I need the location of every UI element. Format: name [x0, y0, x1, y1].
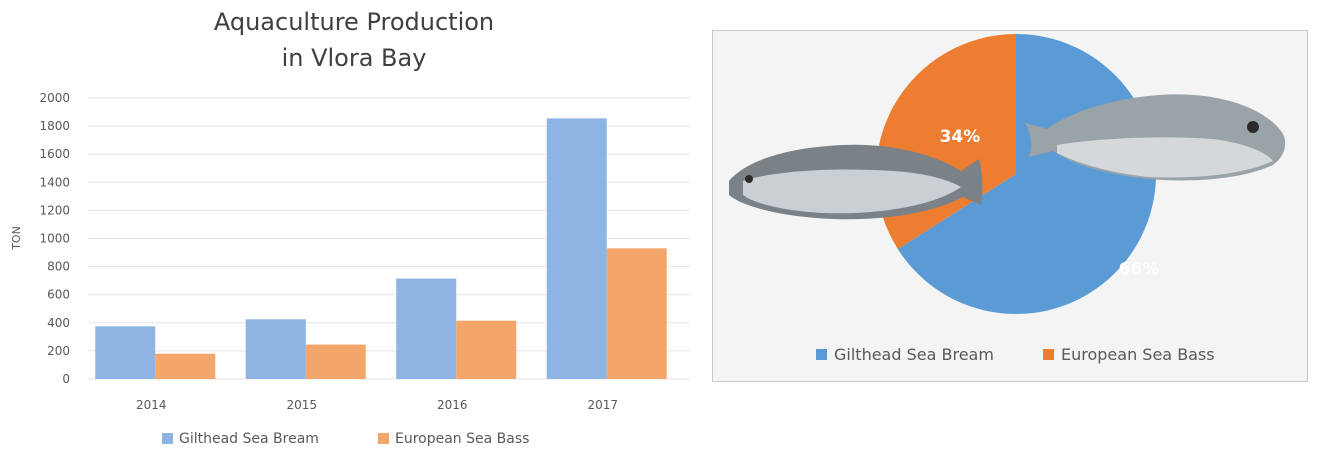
chart-title-line-2: in Vlora Bay — [282, 44, 427, 72]
legend-swatch — [816, 349, 827, 360]
bar-gilthead-sea-bream-2016 — [396, 278, 457, 379]
bar-chart: Aquaculture Production in Vlora Bay TON … — [10, 8, 690, 447]
legend-swatch — [378, 433, 389, 444]
legend-swatch — [1043, 349, 1054, 360]
y-tick-label: 1200 — [39, 203, 70, 217]
y-tick-label: 1400 — [39, 175, 70, 189]
x-tick-label: 2015 — [286, 398, 317, 412]
y-tick-label: 800 — [47, 260, 70, 274]
sea-bream-image — [1025, 94, 1286, 181]
y-tick-label: 200 — [47, 344, 70, 358]
bar-european-sea-bass-2016 — [456, 320, 517, 379]
legend-label: Gilthead Sea Bream — [834, 345, 994, 364]
x-tick-label: 2016 — [437, 398, 468, 412]
y-tick-label: 0 — [62, 372, 70, 386]
pie-legend: Gilthead Sea Bream European Sea Bass — [816, 345, 1215, 364]
bars — [95, 118, 667, 379]
legend-label: European Sea Bass — [1061, 345, 1215, 364]
pie-slice-gilthead-sea-bream — [897, 34, 1156, 314]
bar-gilthead-sea-bream-2014 — [95, 326, 156, 379]
legend-swatch — [162, 433, 173, 444]
bar-gilthead-sea-bream-2015 — [245, 319, 306, 379]
bar-european-sea-bass-2014 — [155, 353, 216, 379]
bar-european-sea-bass-2017 — [606, 248, 667, 379]
pie-chart-panel: 66% 34% Gilthead Sea Bream European Sea Ba… — [712, 30, 1308, 382]
bar-european-sea-bass-2015 — [305, 344, 366, 379]
y-axis-label: TON — [10, 226, 23, 251]
sea-bass-image — [729, 144, 983, 220]
x-tick-labels: 2014 2015 2016 2017 — [136, 398, 618, 412]
pie-data-label: 34% — [940, 127, 981, 147]
x-tick-label: 2017 — [587, 398, 618, 412]
legend-label: European Sea Bass — [395, 431, 529, 447]
y-tick-label: 2000 — [39, 91, 70, 105]
pie-chart: 66% 34% Gilthead Sea Bream European Sea Ba… — [729, 34, 1286, 364]
pie-data-labels: 66% 34% — [940, 127, 1160, 279]
y-tick-label: 400 — [47, 316, 70, 330]
bar-legend: Gilthead Sea Bream European Sea Bass — [162, 431, 529, 447]
y-tick-label: 1000 — [39, 232, 70, 246]
legend-label: Gilthead Sea Bream — [179, 431, 319, 447]
bar-gilthead-sea-bream-2017 — [546, 118, 607, 379]
x-tick-label: 2014 — [136, 398, 167, 412]
y-tick-label: 600 — [47, 288, 70, 302]
chart-title-line-1: Aquaculture Production — [214, 8, 494, 36]
pie-data-label: 66% — [1119, 260, 1160, 280]
y-tick-label: 1600 — [39, 147, 70, 161]
y-tick-label: 1800 — [39, 119, 70, 133]
y-tick-labels: 0 200 400 600 800 1000 1200 1400 1600 1800 2000 — [39, 91, 70, 386]
